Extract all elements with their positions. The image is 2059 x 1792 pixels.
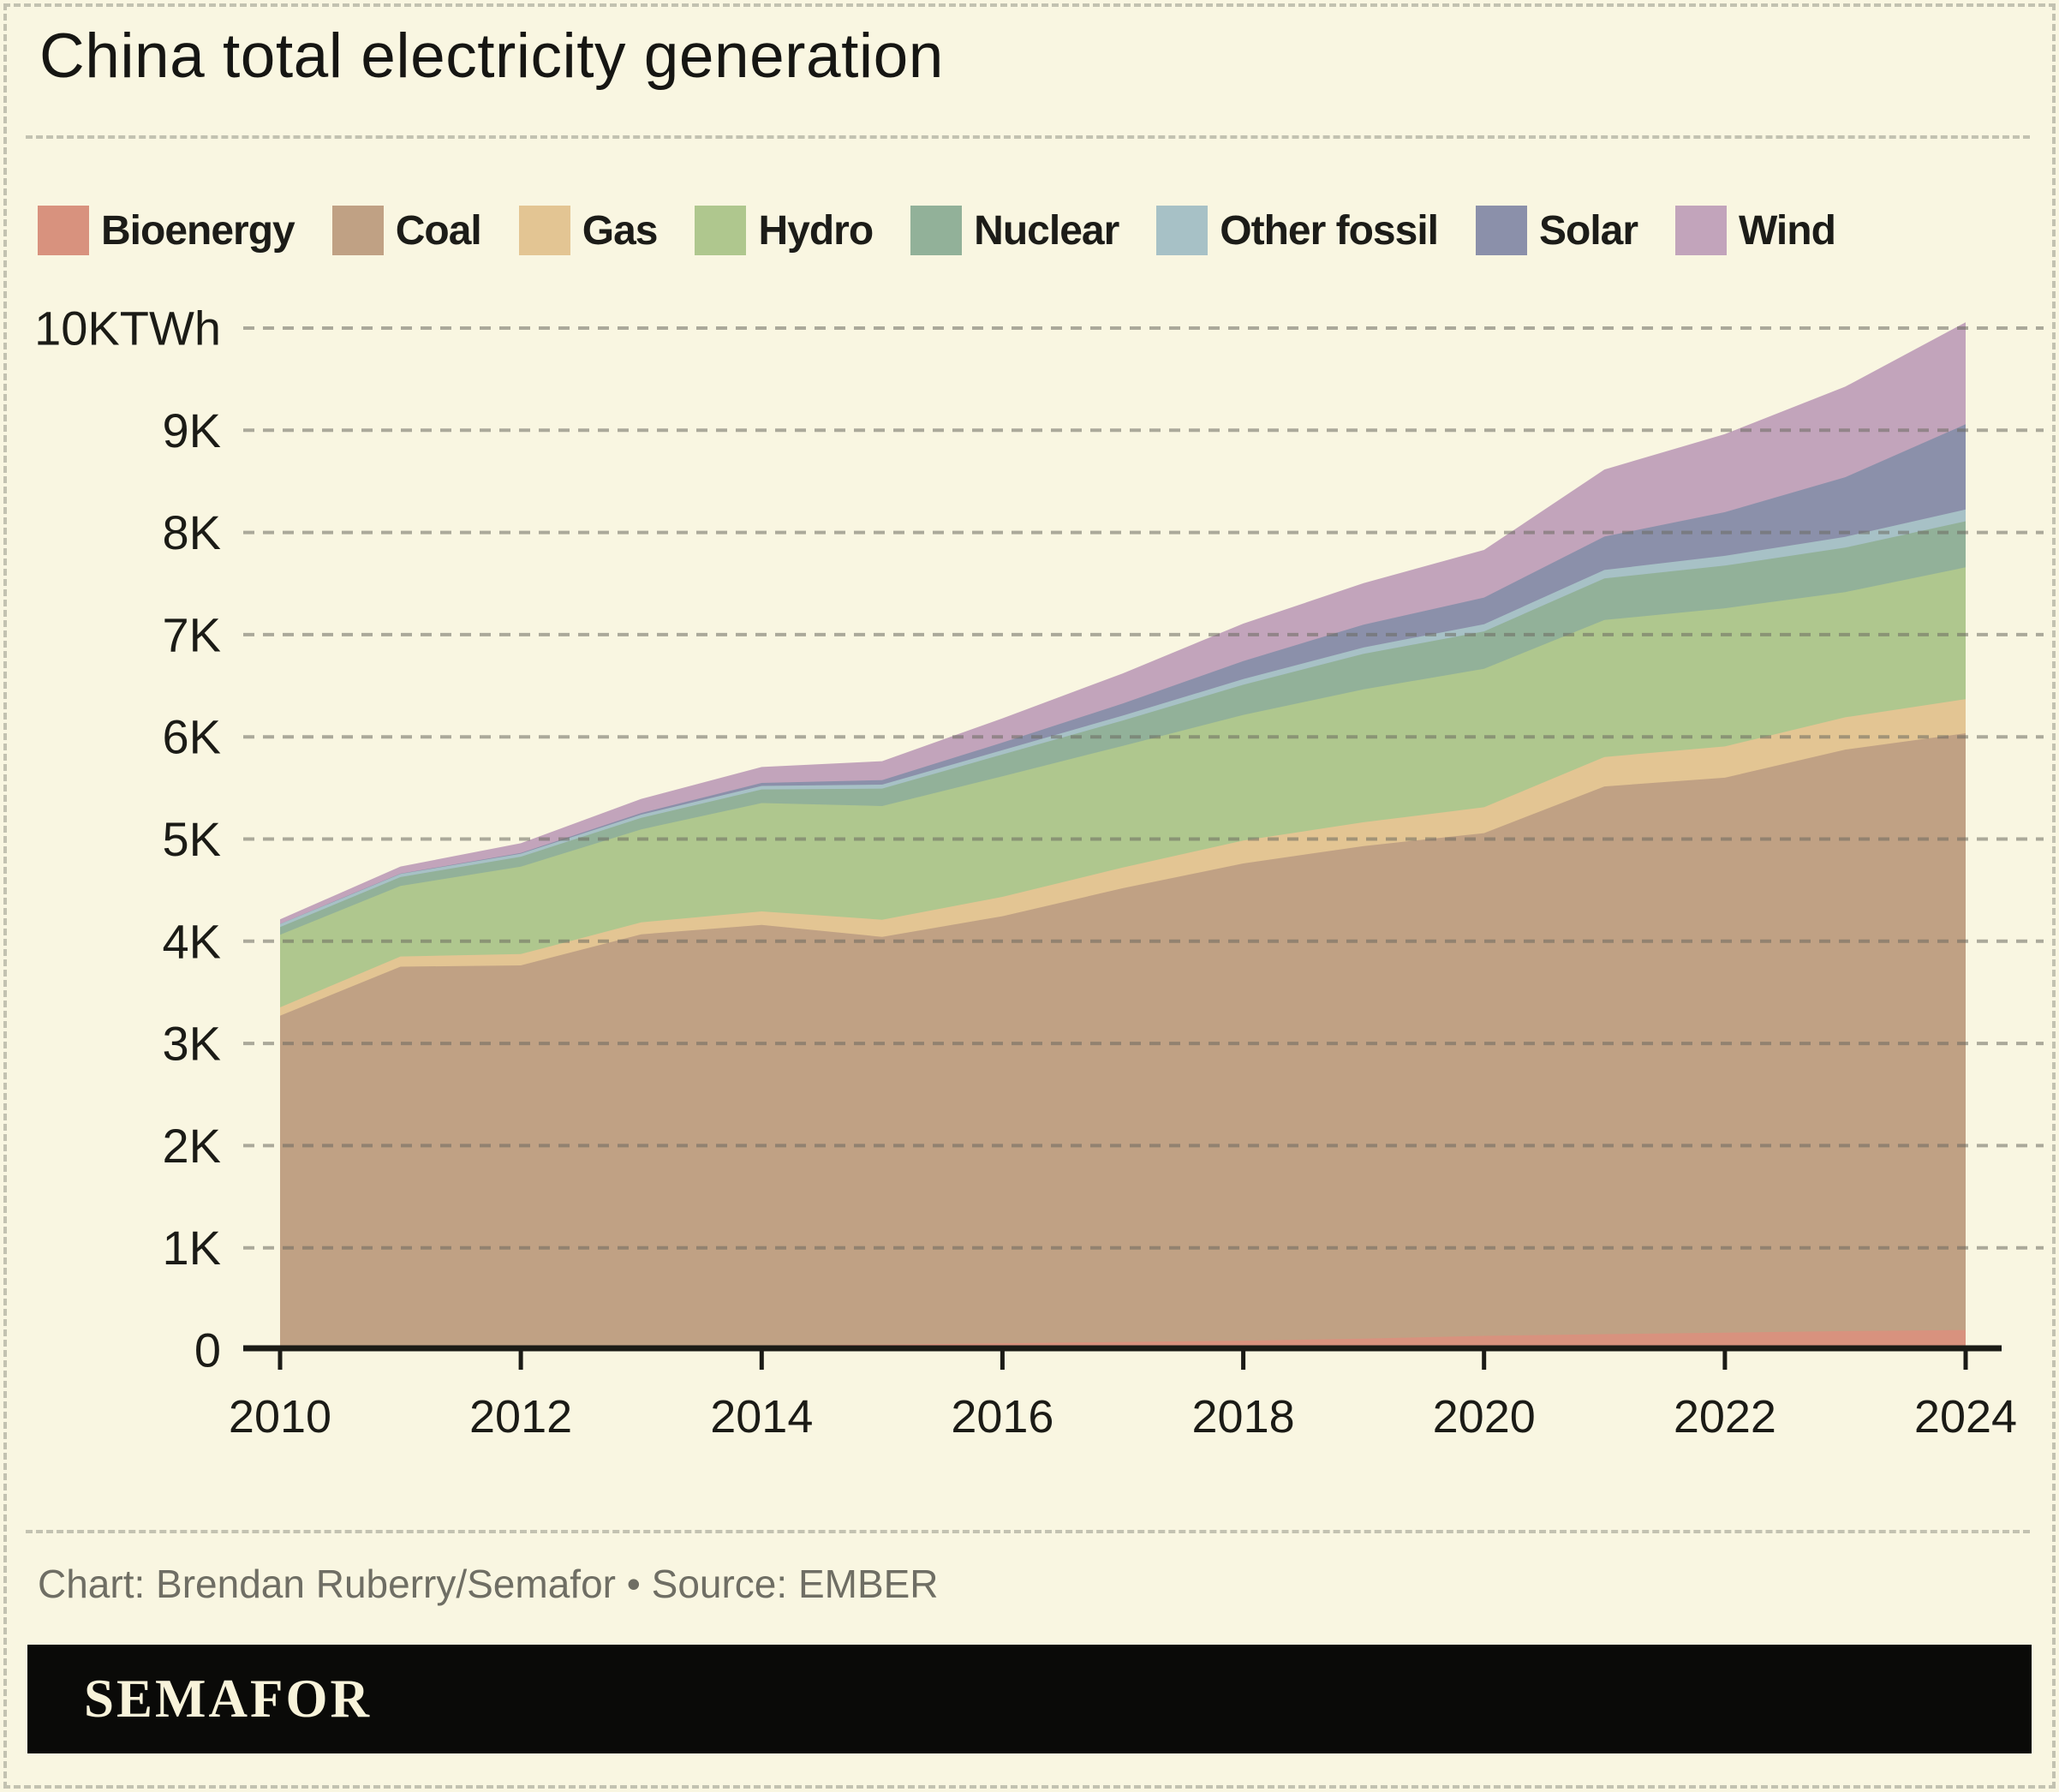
y-axis-label-7k: 7K <box>163 607 222 661</box>
y-axis-label-4k: 4K <box>163 914 222 968</box>
legend-label-hydro: Hydro <box>758 207 874 254</box>
legend-label-other-fossil: Other fossil <box>1220 207 1439 254</box>
logo-bar: SEMAFOR <box>27 1645 2032 1753</box>
legend-swatch-coal <box>331 206 384 255</box>
x-axis-label-2012: 2012 <box>469 1391 572 1443</box>
y-axis-label-10ktwh: 10KTWh <box>34 302 221 355</box>
credit-line: Chart: Brendan Ruberry/Semafor • Source:… <box>38 1562 939 1606</box>
separator-top <box>26 135 2030 139</box>
area-coal <box>280 733 1966 1350</box>
x-axis-label-2014: 2014 <box>710 1391 813 1443</box>
y-axis-label-8k: 8K <box>163 505 222 559</box>
y-axis-label-1k: 1K <box>163 1221 222 1275</box>
legend-item-bioenergy: Bioenergy <box>38 206 295 255</box>
legend-swatch-hydro <box>695 206 747 255</box>
legend-swatch-solar <box>1475 206 1527 255</box>
legend-label-bioenergy: Bioenergy <box>101 207 295 254</box>
separator-bottom <box>26 1530 2030 1533</box>
legend-label-nuclear: Nuclear <box>974 207 1119 254</box>
x-axis-label-2018: 2018 <box>1192 1391 1295 1443</box>
legend-label-gas: Gas <box>582 207 659 254</box>
legend-swatch-nuclear <box>910 206 963 255</box>
legend-swatch-bioenergy <box>38 206 89 255</box>
y-axis-label-2k: 2K <box>163 1119 222 1173</box>
legend-item-hydro: Hydro <box>695 206 874 255</box>
legend-swatch-wind <box>1675 206 1728 255</box>
legend-item-other-fossil: Other fossil <box>1156 206 1439 255</box>
legend-swatch-gas <box>518 206 570 255</box>
x-axis-label-2022: 2022 <box>1674 1391 1776 1443</box>
y-axis-label-9k: 9K <box>163 403 222 457</box>
legend-item-coal: Coal <box>331 206 482 255</box>
area-bioenergy <box>280 1329 1966 1350</box>
legend-label-coal: Coal <box>395 207 482 254</box>
legend-item-nuclear: Nuclear <box>910 206 1119 255</box>
legend-item-solar: Solar <box>1475 206 1638 255</box>
legend-item-wind: Wind <box>1675 206 1836 255</box>
page-title: China total electricity generation <box>39 21 944 91</box>
x-axis-label-2016: 2016 <box>951 1391 1053 1443</box>
y-axis-label-5k: 5K <box>163 812 222 866</box>
x-axis-label-2024: 2024 <box>1914 1391 2017 1443</box>
legend-swatch-other-fossil <box>1156 206 1209 255</box>
chart-legend: Bioenergy Coal Gas Hydro Nuclear Other fossil… <box>38 206 2033 255</box>
y-axis-label-3k: 3K <box>163 1017 222 1071</box>
logo-text: SEMAFOR <box>84 1669 372 1729</box>
x-axis-label-2020: 2020 <box>1433 1391 1536 1443</box>
x-axis-label-2010: 2010 <box>229 1391 331 1443</box>
legend-label-wind: Wind <box>1739 207 1836 254</box>
y-axis-label-0: 0 <box>194 1323 221 1377</box>
legend-item-gas: Gas <box>518 206 659 255</box>
legend-label-solar: Solar <box>1538 207 1638 254</box>
y-axis-label-6k: 6K <box>163 710 222 764</box>
